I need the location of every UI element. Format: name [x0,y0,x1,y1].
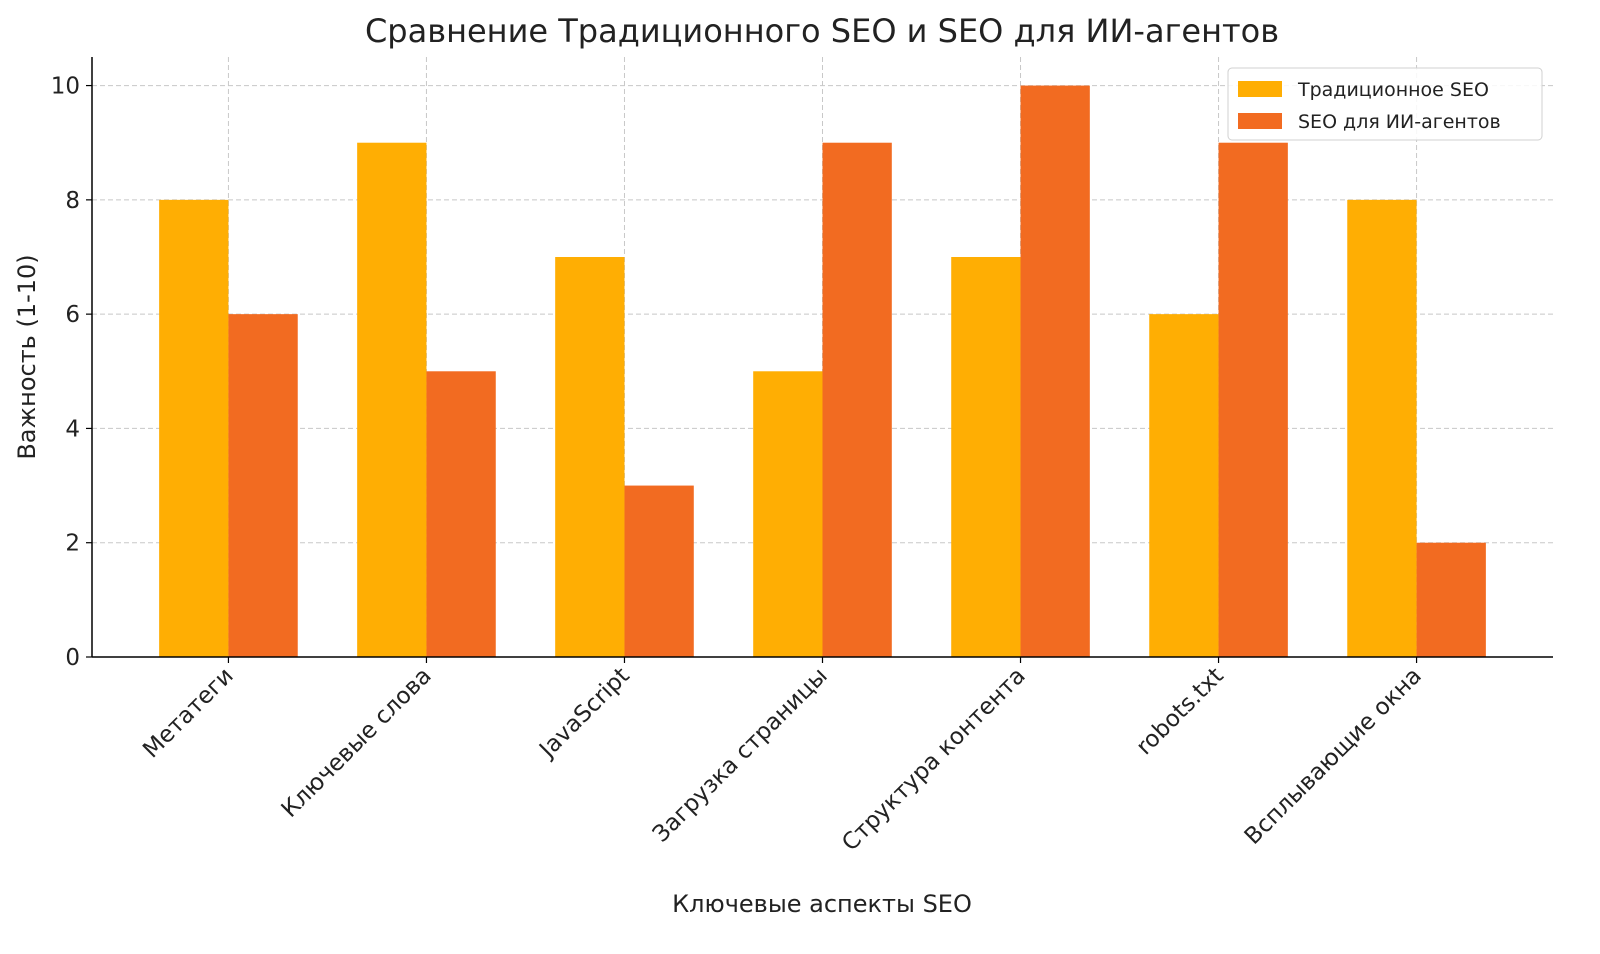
legend-swatch [1238,81,1282,97]
y-tick-label: 0 [65,645,80,671]
bar-traditional-4 [951,257,1021,657]
y-tick-label: 10 [51,74,80,100]
legend-label: Традиционное SEO [1297,79,1489,101]
x-tick-label: Всплывающие окна [1240,663,1427,850]
y-tick-label: 4 [65,416,80,442]
bar-traditional-6 [1347,199,1417,657]
bar-ai-4 [1020,85,1090,658]
legend-box [1227,67,1543,141]
y-axis-label: Важность (1-10) [13,254,41,459]
bar-ai-1 [426,371,496,657]
x-tick-label: robots.txt [1131,663,1228,760]
chart-title: Сравнение Традиционного SEO и SEO для ИИ… [365,12,1279,50]
bar-traditional-5 [1149,314,1219,657]
y-tick-label: 8 [65,188,80,214]
x-tick-label: Загрузка страницы [648,663,833,848]
bar-traditional-2 [555,257,625,657]
bar-ai-2 [624,485,694,657]
legend-swatch [1238,113,1282,129]
x-axis-label: Ключевые аспекты SEO [672,890,972,918]
bar-ai-5 [1218,142,1288,657]
bar-traditional-0 [159,199,229,657]
x-tick-label: Метатеги [138,663,238,763]
bar-traditional-1 [357,142,427,657]
bar-traditional-3 [753,371,823,657]
x-tick-label: JavaScript [533,663,634,764]
bar-ai-6 [1416,542,1486,657]
x-tick-label: Структура контента [837,663,1031,857]
legend-label: SEO для ИИ-агентов [1298,111,1501,133]
bar-ai-0 [228,314,298,657]
bar-ai-3 [822,142,892,657]
x-tick-label: Ключевые слова [277,663,437,823]
y-tick-label: 2 [65,531,80,557]
bars [159,85,1486,658]
y-tick-label: 6 [65,302,80,328]
legend: Традиционное SEO SEO для ИИ-агентов [1227,67,1543,141]
